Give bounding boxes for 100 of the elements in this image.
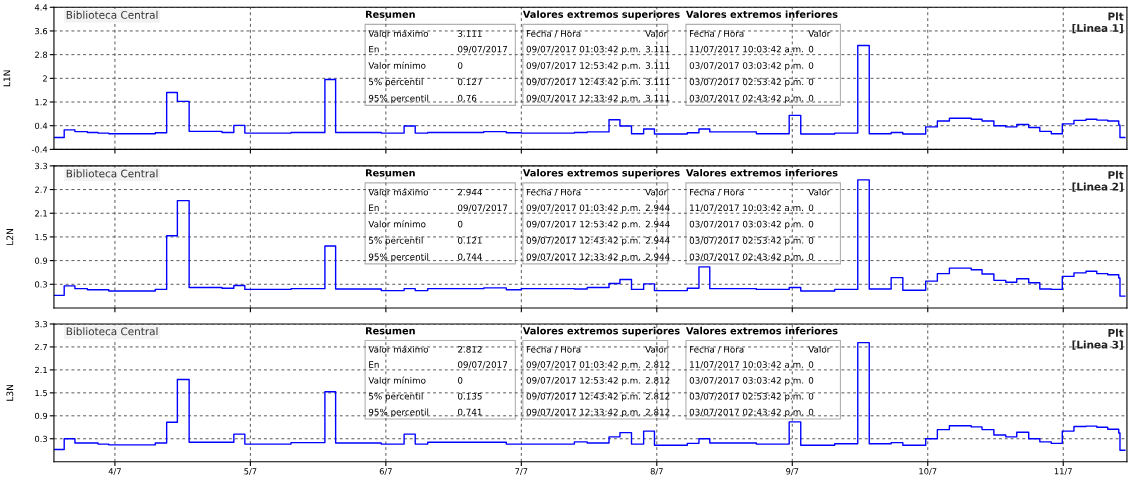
x-tick-label: 11/7 xyxy=(1054,468,1072,476)
annotation: Valores extremos inferiores xyxy=(685,326,838,335)
annotation: Valor xyxy=(808,188,831,196)
annotation: 09/07/2017 xyxy=(457,204,508,212)
annotation: Fecha / Hora xyxy=(526,188,581,197)
annotation: Fecha / Hora xyxy=(526,30,581,38)
annotation: 0 xyxy=(808,237,814,244)
y-tick-label: 2.7 xyxy=(35,343,47,351)
annotation: Fecha / Hora xyxy=(690,30,744,38)
annotation: Valores extremos inferiores xyxy=(685,10,838,18)
annotation: 03/07/2017 02:43:42 p.m. xyxy=(689,94,804,104)
annotation: 0 xyxy=(457,377,463,384)
annotation: Fecha / Hora xyxy=(690,345,744,354)
annotation: 3.111 xyxy=(645,78,670,86)
y-tick-label: 2 xyxy=(43,75,47,82)
x-tick-label: 8/7 xyxy=(650,468,663,476)
y-tick-label: 1.5 xyxy=(35,234,47,241)
annotation: 95% percentil xyxy=(368,94,429,104)
annotation: 3.111 xyxy=(645,62,670,69)
annotation: 2.944 xyxy=(645,220,670,228)
x-tick-label: 9/7 xyxy=(786,468,799,476)
annotation: 09/07/2017 12:53:42 p.m. xyxy=(526,377,641,386)
annotation: 09/07/2017 12:43:42 p.m. xyxy=(526,237,641,246)
annotation: Valores extremos superiores xyxy=(522,168,680,179)
annotation: Valor xyxy=(808,30,831,37)
y-tick-label: 2.7 xyxy=(35,186,47,193)
annotation: 09/07/2017 12:33:42 p.m. xyxy=(526,94,641,104)
annotation: Valor mínimo xyxy=(368,61,426,69)
annotation: Valor máximo xyxy=(368,29,429,37)
text: Plt [Linea 2] xyxy=(1072,170,1124,192)
annotation: 95% percentil xyxy=(368,408,429,418)
annotation: 09/07/2017 01:03:42 p.m. xyxy=(526,204,641,213)
y-tick-label: 3.3 xyxy=(35,162,48,170)
y-tick-label: 0.9 xyxy=(35,257,48,264)
annotation: 0.121 xyxy=(457,237,482,244)
annotation: 0 xyxy=(457,62,463,69)
annotation: Valor xyxy=(645,188,668,196)
annotation: 2.812 xyxy=(645,408,670,416)
annotation: 0 xyxy=(808,94,814,102)
chart-title: Biblioteca Central xyxy=(66,169,158,178)
annotation: 0 xyxy=(808,204,814,212)
x-tick-label: 6/7 xyxy=(379,468,392,476)
annotation: 03/07/2017 03:03:42 p.m. xyxy=(689,377,804,386)
annotation: Valores extremos inferiores xyxy=(685,168,838,177)
annotation: 0 xyxy=(808,45,814,53)
y-axis-title: L1N xyxy=(3,70,11,87)
annotation: 0.127 xyxy=(457,78,482,86)
annotation: 03/07/2017 03:03:42 p.m. xyxy=(689,220,804,230)
y-tick-label: 1.5 xyxy=(35,389,47,397)
y-tick-label: 2.1 xyxy=(35,210,47,217)
annotation: Valores extremos superiores xyxy=(522,10,680,20)
annotation: 03/07/2017 02:43:42 p.m. xyxy=(689,253,804,262)
annotation: 09/07/2017 01:03:42 p.m. xyxy=(526,45,641,55)
text: Plt [Linea 1] xyxy=(1072,12,1124,34)
annotation: 09/07/2017 12:43:42 p.m. xyxy=(526,78,641,87)
annotation: Valor xyxy=(645,345,668,353)
annotation: 95% percentil xyxy=(368,253,429,262)
annotation: 5% percentil xyxy=(369,78,423,87)
annotation: 09/07/2017 12:43:42 p.m. xyxy=(526,392,641,402)
annotation: 0.135 xyxy=(457,392,482,400)
y-tick-label: 0.3 xyxy=(35,435,48,443)
annotation: 2.812 xyxy=(458,346,482,353)
chart-title: Biblioteca Central xyxy=(66,10,158,19)
annotation: 2.812 xyxy=(645,392,670,400)
annotation: Fecha / Hora xyxy=(690,188,744,197)
x-tick-label: 4/7 xyxy=(108,468,121,476)
annotation: 09/07/2017 12:33:42 p.m. xyxy=(526,253,641,262)
annotation: 09/07/2017 12:53:42 p.m. xyxy=(526,62,641,71)
annotation: 2.944 xyxy=(645,237,670,244)
annotation: 03/07/2017 02:43:42 p.m. xyxy=(689,408,804,418)
annotation: 5% percentil xyxy=(369,392,423,402)
annotation: 09/07/2017 xyxy=(457,361,508,369)
annotation: 3.111 xyxy=(645,94,670,102)
annotation: Resumen xyxy=(366,10,415,18)
annotation: Valor xyxy=(645,30,668,37)
annotation: 2.812 xyxy=(645,361,670,368)
annotation: 5% percentil xyxy=(369,236,423,246)
annotation: 03/07/2017 02:53:42 p.m. xyxy=(689,392,804,402)
x-tick-label: 7/7 xyxy=(515,468,528,476)
annotation: Valor mínimo xyxy=(368,376,426,384)
annotation: 09/07/2017 01:03:42 p.m. xyxy=(526,361,641,370)
annotation: En xyxy=(369,204,379,211)
annotation: 2.944 xyxy=(645,253,670,261)
annotation: 09/07/2017 12:33:42 p.m. xyxy=(526,408,641,418)
y-axis-title: L2N xyxy=(6,229,14,245)
annotation: Valor máximo xyxy=(368,345,429,353)
annotation: 03/07/2017 03:03:42 p.m. xyxy=(689,62,804,71)
y-tick-label: 0.4 xyxy=(35,122,48,129)
annotation: En xyxy=(369,45,379,53)
annotation: 2.944 xyxy=(458,188,482,196)
annotation: 0.744 xyxy=(457,253,482,261)
annotation: 0.741 xyxy=(457,408,482,416)
annotation: 0 xyxy=(457,220,463,228)
annotation: 0 xyxy=(808,62,814,69)
annotation: 2.812 xyxy=(645,377,670,384)
y-tick-label: 3.3 xyxy=(35,320,48,328)
annotation: Valor xyxy=(808,345,831,353)
annotation: 3.111 xyxy=(458,30,482,37)
annotation: 03/07/2017 02:53:42 p.m. xyxy=(689,78,804,87)
annotation: Fecha / Hora xyxy=(526,345,581,354)
